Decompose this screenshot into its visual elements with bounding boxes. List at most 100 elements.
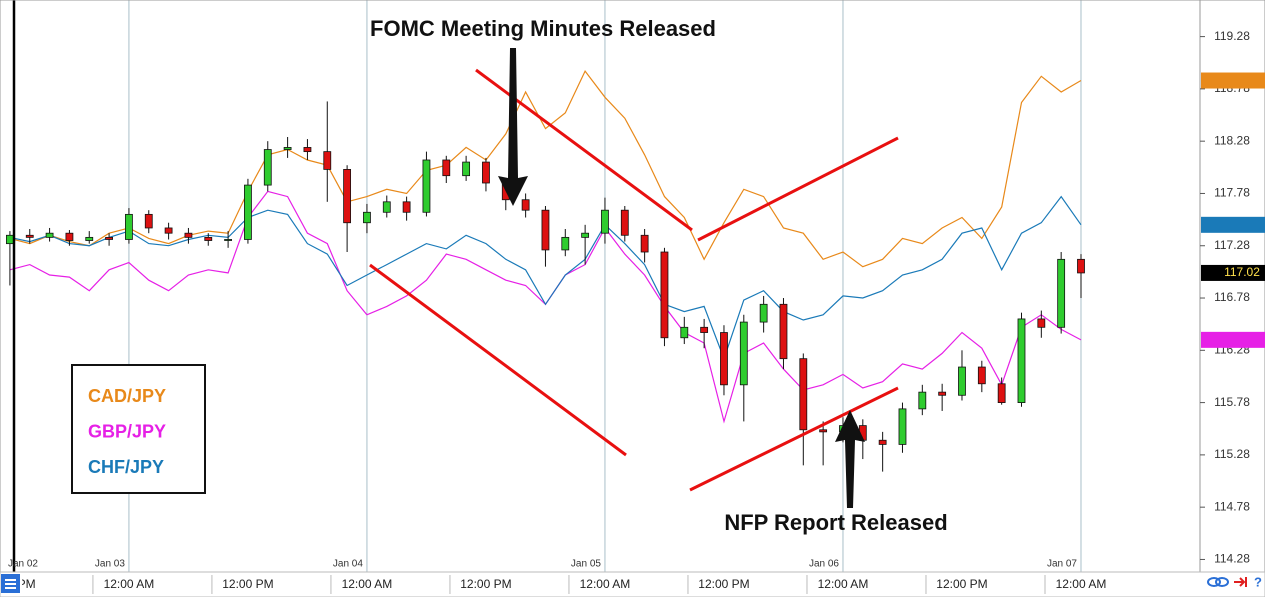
candle-body [938, 391, 947, 396]
candle-body [680, 326, 689, 339]
candle-body [402, 201, 411, 213]
x-tick-label: 12:00 PM [936, 577, 987, 591]
candle-body [700, 326, 709, 333]
candle-body [164, 227, 173, 234]
date-tick-label: Jan 07 [1047, 559, 1077, 570]
candle-body [462, 161, 471, 177]
candle-body [878, 439, 887, 445]
x-axis-labels: 12:00 PM 12:00 AM 12:00 PM 12:00 AM 12:00 PM… [0, 575, 1107, 594]
candle-body [125, 213, 133, 240]
y-tick-label: 116.78 [1214, 290, 1250, 304]
candle-body [521, 199, 530, 211]
x-tick-label: 12:00 AM [818, 577, 869, 591]
x-tick-label: 12:00 AM [580, 577, 631, 591]
candle-body [442, 159, 451, 177]
x-tick-label: 12:00 PM [222, 577, 273, 591]
candle-body [105, 236, 113, 240]
candle-body [898, 408, 907, 445]
last-price-box [1201, 264, 1265, 281]
candle-body [819, 429, 828, 433]
trend-line [697, 136, 899, 242]
candle-body [1017, 318, 1026, 403]
candle-body [65, 232, 74, 241]
candle-body [482, 161, 490, 184]
y-tick-label: 114.28 [1214, 552, 1250, 566]
candle-body [640, 234, 649, 253]
candle-body [997, 383, 1006, 403]
y-tick-label: 118.28 [1214, 133, 1250, 147]
arrow-down [498, 48, 528, 206]
candle-body [224, 239, 232, 241]
candle-body [799, 358, 808, 431]
candle-body [25, 234, 34, 238]
candle-body [1057, 258, 1066, 328]
candle-body [620, 209, 629, 236]
y-tick-label: 119.28 [1214, 29, 1250, 43]
date-tick-label: Jan 03 [95, 559, 125, 570]
y-tick-label: 117.78 [1214, 186, 1250, 200]
legend-box [71, 364, 206, 494]
legend-label: CAD/JPY [88, 386, 166, 406]
legend-label: GBP/JPY [88, 421, 166, 441]
candle-body [739, 321, 748, 386]
arrow-up [835, 410, 865, 508]
link-icon [1215, 577, 1229, 587]
candle-body [660, 251, 669, 339]
x-tick-label: 12:00 PM [460, 577, 511, 591]
last-price-label: 117.02 [1224, 265, 1260, 279]
y-tick-label: 117.28 [1214, 238, 1250, 252]
annotation: FOMC Meeting Minutes Released [370, 16, 716, 41]
x-axis-panel [0, 571, 1265, 597]
x-tick-label: 12:00 AM [342, 577, 393, 591]
candle-body [363, 211, 371, 224]
candle-body [263, 149, 272, 186]
candle-body [382, 201, 391, 213]
candle-body [541, 209, 550, 251]
candle-body [561, 236, 570, 251]
last-value-marker [1201, 72, 1265, 89]
x-tick-label: 12:00 PM [0, 577, 36, 591]
candle-body [422, 159, 431, 213]
candle-body [6, 234, 14, 245]
y-tick-label: 115.28 [1214, 447, 1250, 461]
date-tick-label: Jan 02 [8, 559, 38, 570]
legend-label: CHF/JPY [88, 457, 164, 477]
y-tick-label: 114.78 [1214, 499, 1250, 513]
trend-line [369, 263, 627, 457]
x-tick-label: 12:00 PM [698, 577, 749, 591]
candle-body [283, 147, 292, 150]
candle-body [45, 232, 54, 238]
date-tick-label: Jan 06 [809, 559, 839, 570]
link-icon[interactable] [1207, 577, 1221, 587]
candle-body [759, 303, 768, 323]
candle-body [204, 236, 213, 241]
candle-body [720, 332, 728, 386]
y-tick-label: 115.78 [1214, 395, 1250, 409]
x-tick-label: 12:00 AM [104, 577, 155, 591]
candle-body [958, 366, 966, 396]
last-value-marker [1201, 216, 1265, 233]
candle-body [323, 151, 332, 170]
date-tick-label: Jan 05 [571, 559, 601, 570]
trend-line [689, 386, 899, 492]
annotation: NFP Report Released [724, 510, 947, 535]
candle-body [581, 232, 590, 238]
candle-body [977, 366, 986, 385]
candle-body [1037, 318, 1046, 328]
help-icon[interactable]: ? [1254, 574, 1262, 589]
x-tick-label: 12:00 AM [1056, 577, 1107, 591]
candle-body [779, 303, 788, 360]
trend-lines [369, 68, 899, 492]
candle-body [601, 209, 609, 234]
y-axis-panel [1199, 0, 1265, 573]
last-value-marker [1201, 331, 1265, 348]
candle-body [85, 236, 94, 241]
date-tick-label: Jan 04 [333, 559, 363, 570]
candle-body [303, 147, 312, 153]
candle-body [184, 232, 193, 238]
scroll-end-icon[interactable] [1234, 577, 1247, 587]
candle-body [1077, 258, 1085, 274]
candle-body [244, 184, 252, 240]
